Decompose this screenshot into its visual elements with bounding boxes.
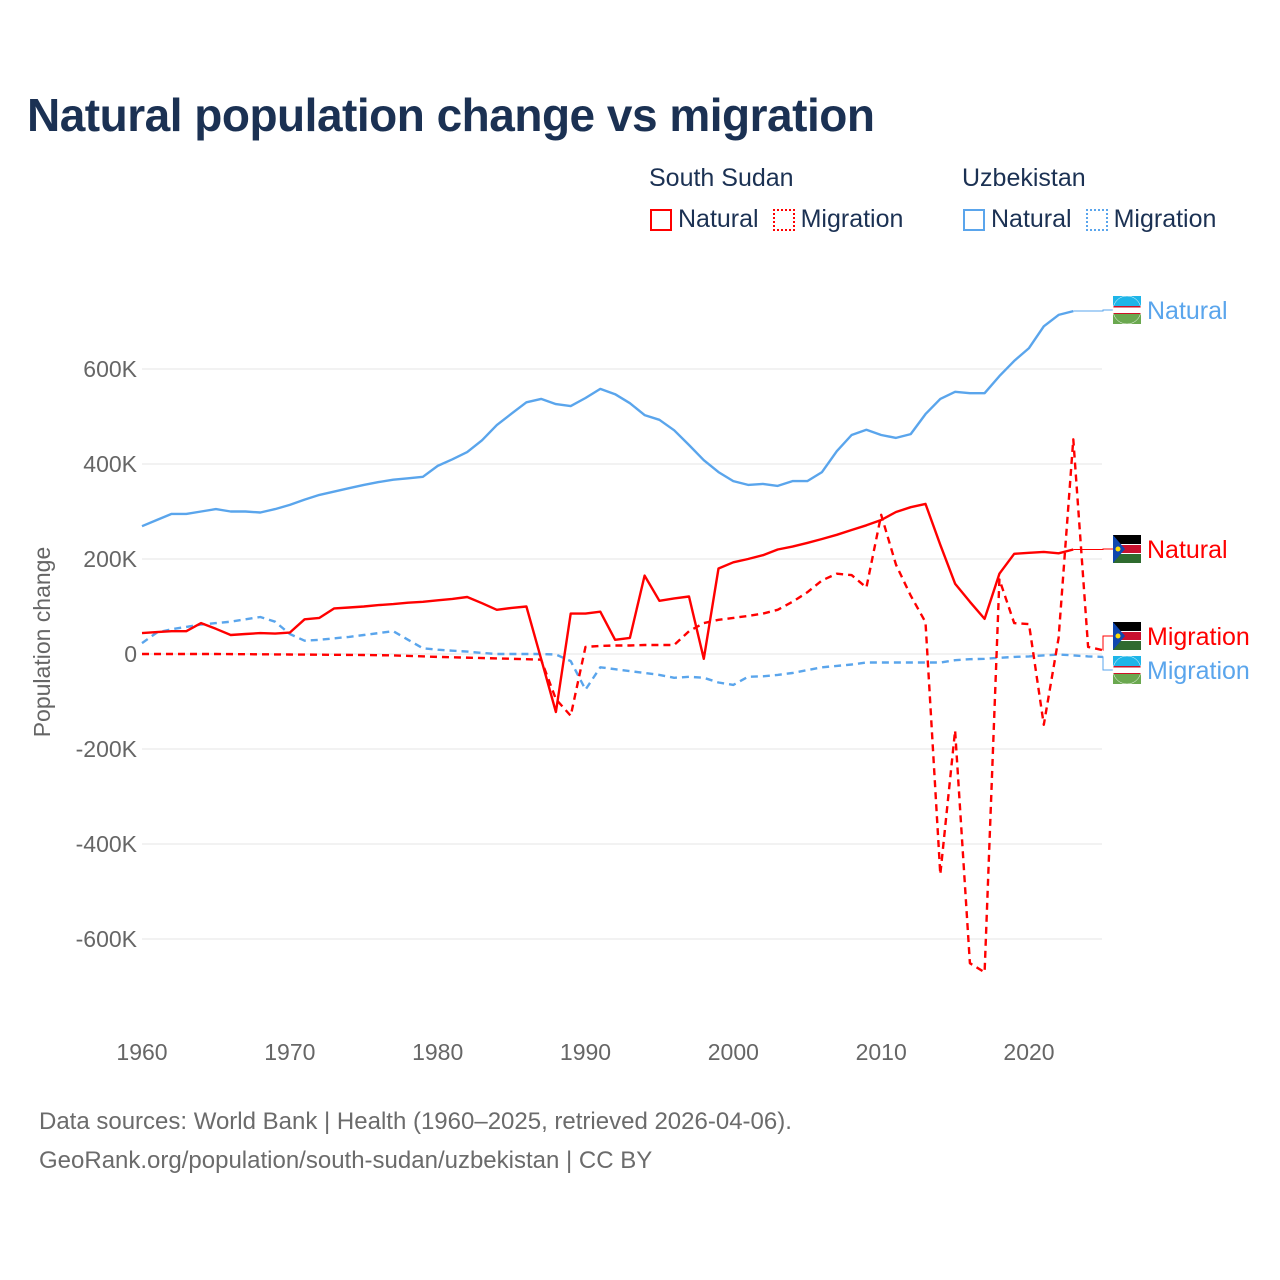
x-tick-label: 1990: [560, 1039, 611, 1065]
flag-star-icon: [1115, 546, 1121, 552]
legend-label: Migration: [800, 205, 904, 233]
flag-stripe: [1113, 673, 1141, 675]
uzbekistan-flag-icon: [1112, 655, 1142, 685]
solid-swatch-icon: [650, 208, 672, 231]
y-tick-label: -200K: [76, 736, 138, 762]
flag-star-icon: [1115, 633, 1121, 639]
legend-item-south-sudan-migration[interactable]: Migration: [772, 205, 904, 234]
y-tick-label: -600K: [76, 926, 138, 952]
y-axis-label: Population change: [29, 547, 55, 738]
flag-stripe: [1113, 296, 1141, 306]
legend-uzbekistan-items: Natural Migration: [963, 205, 1216, 234]
flag-stripe: [1113, 314, 1141, 324]
legend-item-uzbekistan-natural[interactable]: Natural: [963, 205, 1072, 234]
legend-item-uzbekistan-migration[interactable]: Migration: [1085, 205, 1217, 234]
flag-stripe: [1113, 641, 1141, 650]
end-label-south-sudan-migration[interactable]: Migration: [1147, 623, 1250, 651]
flag-stripe: [1113, 313, 1141, 315]
x-tick-label: 1970: [264, 1039, 315, 1065]
legend-label: Migration: [1113, 205, 1217, 233]
y-tick-label: 0: [124, 641, 137, 667]
series-line-south-sudan-migration: [142, 438, 1104, 974]
end-label-uzbekistan-natural[interactable]: Natural: [1147, 297, 1228, 325]
flag-stripe: [1113, 622, 1141, 631]
dotted-swatch-icon: [772, 208, 795, 231]
y-tick-label: 200K: [83, 546, 137, 572]
flag-stripe: [1113, 656, 1141, 666]
chart-title: Natural population change vs migration: [27, 89, 875, 141]
flag-stripe: [1113, 554, 1141, 563]
footer-sources: Data sources: World Bank | Health (1960–…: [39, 1108, 792, 1135]
series-line-uzbekistan-migration: [141, 615, 1103, 691]
uzbekistan-flag-icon: [1112, 295, 1142, 325]
y-tick-label: 600K: [83, 356, 137, 382]
leader-line: [1102, 635, 1114, 651]
legend-label: Natural: [678, 205, 759, 233]
series-line-uzbekistan-natural: [141, 309, 1074, 528]
leader-line: [1073, 309, 1114, 312]
legend-south-sudan-items: Natural Migration: [650, 205, 903, 234]
leader-line: [1102, 656, 1114, 671]
legend-label: Natural: [991, 205, 1072, 233]
legend-group-uzbekistan: Uzbekistan: [962, 164, 1086, 192]
legend-item-south-sudan-natural[interactable]: Natural: [650, 205, 759, 234]
flag-stripe: [1113, 632, 1141, 640]
flag-stripe: [1113, 666, 1141, 674]
x-tick-label: 2000: [708, 1039, 759, 1065]
y-tick-label: 400K: [83, 451, 137, 477]
flag-stripe: [1113, 306, 1141, 308]
y-tick-label: -400K: [76, 831, 138, 857]
series-line-south-sudan-natural: [141, 502, 1074, 714]
footer-link[interactable]: GeoRank.org/population/south-sudan/uzbek…: [39, 1147, 653, 1174]
x-tick-label: 1980: [412, 1039, 463, 1065]
x-tick-label: 2020: [1003, 1039, 1054, 1065]
leader-line: [1073, 548, 1114, 550]
end-label-uzbekistan-migration[interactable]: Migration: [1147, 657, 1250, 685]
end-label-south-sudan-natural[interactable]: Natural: [1147, 536, 1228, 564]
flag-stripe: [1113, 674, 1141, 684]
solid-swatch-icon: [963, 208, 985, 231]
x-tick-label: 2010: [856, 1039, 907, 1065]
x-tick-label: 1960: [116, 1039, 167, 1065]
flag-stripe: [1113, 666, 1141, 668]
flag-stripe: [1113, 535, 1141, 544]
flag-stripe: [1113, 545, 1141, 553]
legend-group-south-sudan: South Sudan: [649, 164, 794, 192]
flag-stripe: [1113, 306, 1141, 314]
dotted-swatch-icon: [1085, 208, 1108, 231]
